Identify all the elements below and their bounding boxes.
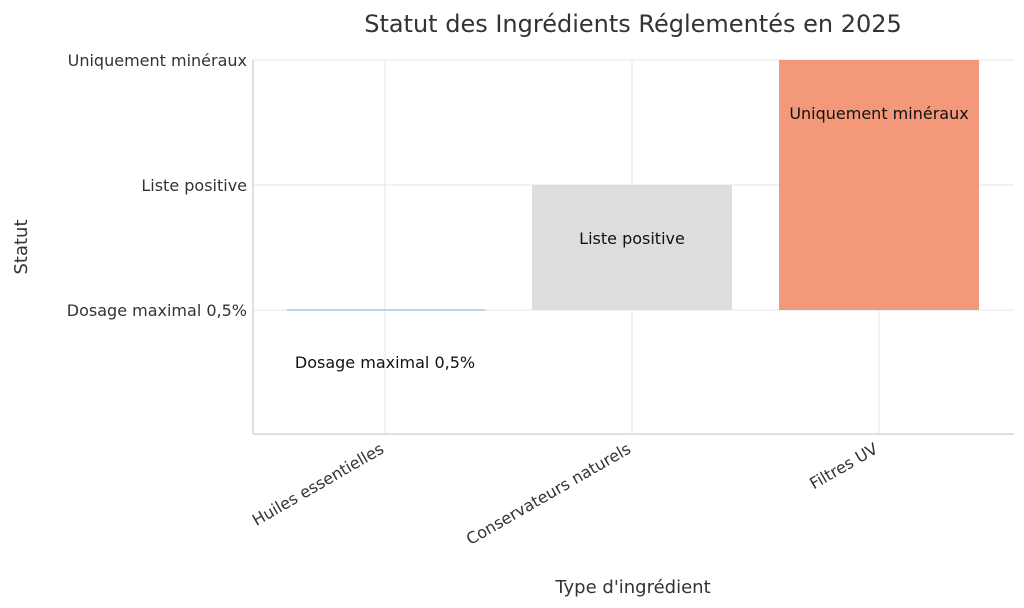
y-tick-label: Dosage maximal 0,5% (67, 301, 247, 320)
y-tick-labels: Dosage maximal 0,5% Liste positive Uniquem… (67, 51, 247, 320)
x-tick-label: Huiles essentielles (249, 439, 387, 530)
x-tick-label: Conservateurs naturels (463, 439, 634, 549)
x-axis-label: Type d'ingrédient (554, 577, 710, 598)
y-tick-label: Liste positive (141, 176, 247, 195)
x-tick-label: Filtres UV (806, 439, 881, 493)
y-axis-label: Statut (11, 219, 32, 274)
data-label: Liste positive (579, 229, 685, 248)
bar (532, 185, 732, 310)
bar (779, 60, 979, 310)
bars (287, 60, 979, 311)
x-tick-labels: Huiles essentielles Conservateurs naturel… (249, 439, 881, 549)
chart-title: Statut des Ingrédients Réglementés en 20… (364, 10, 902, 38)
data-label: Dosage maximal 0,5% (295, 353, 475, 372)
y-tick-label: Uniquement minéraux (68, 51, 247, 70)
data-label: Uniquement minéraux (789, 104, 968, 123)
axes-spines (252, 60, 1014, 435)
data-labels: Dosage maximal 0,5% Liste positive Uniquem… (295, 104, 969, 372)
